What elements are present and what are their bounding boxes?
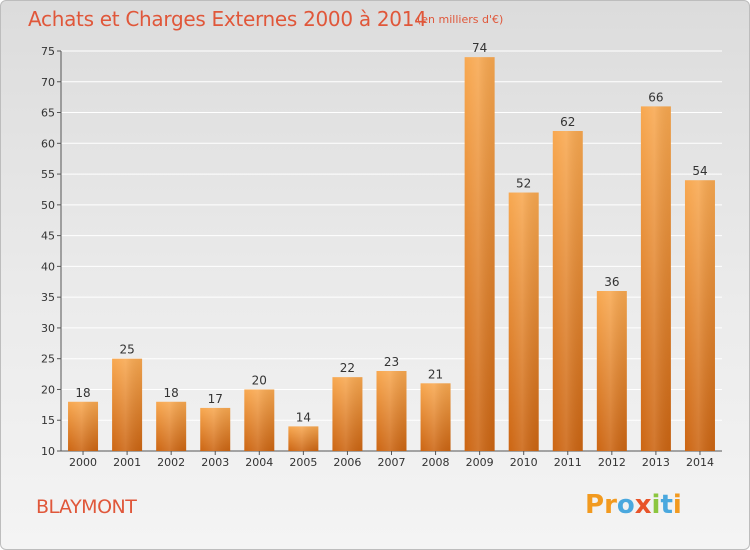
bar-shine — [508, 192, 539, 452]
logo-letter: i — [672, 490, 682, 520]
data-label-2003: 17 — [208, 392, 223, 406]
data-label-2006: 22 — [340, 361, 355, 375]
chart-subtitle: (en milliers d'€) — [417, 13, 504, 26]
data-label-2009: 74 — [472, 41, 487, 55]
y-tick-label: 40 — [41, 260, 55, 273]
x-tick-label: 2014 — [686, 456, 714, 469]
y-tick-label: 70 — [41, 76, 55, 89]
bar-shine — [552, 131, 583, 451]
x-tick-label: 2009 — [466, 456, 494, 469]
y-tick-label: 15 — [41, 414, 55, 427]
y-tick-label: 60 — [41, 137, 55, 150]
y-tick-label: 35 — [41, 291, 55, 304]
data-label-2004: 20 — [252, 373, 267, 387]
x-tick-label: 2013 — [642, 456, 670, 469]
y-tick-label: 65 — [41, 107, 55, 120]
bar-shine — [200, 407, 231, 451]
x-tick-label: 2004 — [245, 456, 273, 469]
bar-shine — [156, 401, 187, 451]
logo-letter: o — [616, 490, 635, 520]
bar-shine — [684, 180, 715, 451]
x-tick-label: 2008 — [422, 456, 450, 469]
data-label-2014: 54 — [692, 164, 707, 178]
y-tick-label: 25 — [41, 353, 55, 366]
x-tick-label: 2007 — [378, 456, 406, 469]
proxiti-logo: Proxiti — [585, 490, 682, 520]
bars — [68, 57, 715, 452]
data-label-2002: 18 — [164, 386, 179, 400]
logo-letter: P — [585, 490, 605, 520]
bar-shine — [288, 426, 319, 451]
tick-labels: 10 15 20 25 30 35 40 45 50 55 60 65 70 75 2000 2001 2002… — [41, 45, 714, 469]
bar-shine — [244, 389, 275, 451]
data-label-2000: 18 — [75, 386, 90, 400]
y-tick-label: 50 — [41, 199, 55, 212]
logo-letter: r — [604, 490, 617, 520]
bar-shine — [112, 358, 143, 451]
x-tick-label: 2003 — [201, 456, 229, 469]
x-tick-label: 2011 — [554, 456, 582, 469]
bar-shine — [420, 383, 451, 451]
bar-shine — [376, 371, 407, 451]
data-labels: 18 25 18 17 20 14 22 23 21 74 52 62 36 66 54 — [75, 41, 707, 424]
x-tick-label: 2001 — [113, 456, 141, 469]
y-tick-label: 75 — [41, 45, 55, 58]
data-label-2007: 23 — [384, 355, 399, 369]
logo-letter: i — [651, 490, 661, 520]
x-tick-label: 2006 — [333, 456, 361, 469]
data-label-2001: 25 — [119, 343, 134, 357]
y-tick-label: 45 — [41, 230, 55, 243]
x-tick-label: 2010 — [510, 456, 538, 469]
y-tick-label: 20 — [41, 383, 55, 396]
bar-shine — [68, 401, 99, 451]
x-tick-label: 2012 — [598, 456, 626, 469]
data-label-2005: 14 — [296, 410, 311, 424]
bar-shine — [596, 291, 627, 451]
data-label-2010: 52 — [516, 177, 531, 191]
data-label-2012: 36 — [604, 275, 619, 289]
x-tick-label: 2002 — [157, 456, 185, 469]
y-tick-label: 55 — [41, 168, 55, 181]
data-label-2013: 66 — [648, 90, 663, 104]
place-name: BLAYMONT — [36, 496, 137, 518]
logo-letter: x — [634, 490, 652, 520]
y-tick-label: 10 — [41, 445, 55, 458]
data-label-2008: 21 — [428, 367, 443, 381]
bar-shine — [640, 106, 671, 451]
x-tick-label: 2000 — [69, 456, 97, 469]
x-tick-label: 2005 — [289, 456, 317, 469]
chart-title: Achats et Charges Externes 2000 à 2014 — [28, 7, 427, 31]
bar-shine — [332, 377, 363, 451]
logo-letter: t — [660, 490, 673, 520]
bar-shine — [464, 57, 495, 452]
data-label-2011: 62 — [560, 115, 575, 129]
y-tick-label: 30 — [41, 322, 55, 335]
